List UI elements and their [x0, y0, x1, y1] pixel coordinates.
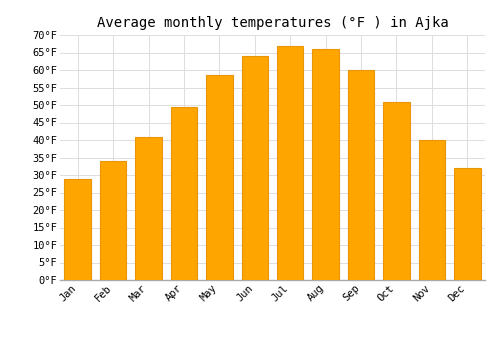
Bar [312, 49, 339, 280]
Bar [383, 102, 409, 280]
Bar [100, 161, 126, 280]
Bar [348, 70, 374, 280]
Bar [454, 168, 480, 280]
Bar [170, 107, 197, 280]
Bar [277, 46, 303, 280]
Bar [418, 140, 445, 280]
Title: Average monthly temperatures (°F ) in Ajka: Average monthly temperatures (°F ) in Aj… [96, 16, 448, 30]
Bar [242, 56, 268, 280]
Bar [64, 178, 91, 280]
Bar [136, 136, 162, 280]
Bar [206, 75, 233, 280]
